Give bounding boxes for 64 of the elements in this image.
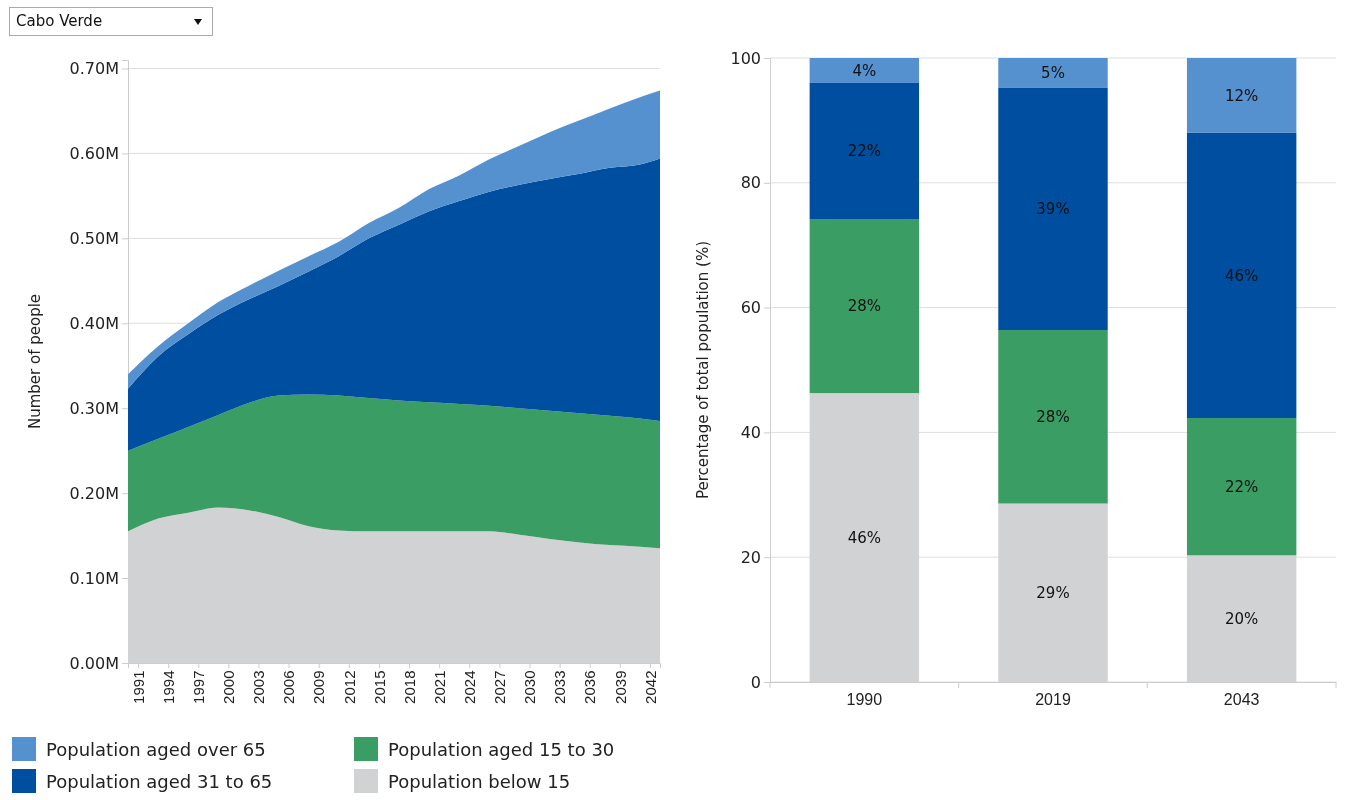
x-tick-label: 2015 (370, 670, 388, 704)
bar (998, 58, 1108, 88)
bar (1186, 418, 1297, 556)
x-tick-label: 2012 (340, 670, 358, 704)
y-tick-label: 0.10M (69, 568, 119, 588)
x-tick-label: 1991 (129, 670, 147, 704)
x-tick-label: 2033 (551, 670, 569, 704)
y-tick-label: 40 (740, 423, 761, 443)
legend-label: Population aged 31 to 65 (46, 770, 273, 792)
legend-label: Population aged 15 to 30 (388, 738, 615, 760)
bar (998, 330, 1108, 504)
x-tick-label: 2030 (521, 670, 539, 704)
bar (998, 87, 1108, 331)
x-tick-label: 2043 (1223, 691, 1260, 709)
y-tick-label: 80 (740, 173, 761, 193)
chart-title: Cabo Verde (16, 12, 103, 30)
y-tick-label: 0.60M (69, 144, 119, 164)
bar (809, 82, 920, 219)
dropdown: Cabo Verde (9, 7, 213, 36)
bar (1186, 132, 1297, 419)
x-tick-label: 2006 (280, 670, 298, 704)
y-tick-label: 0.50M (69, 228, 119, 248)
bar (809, 58, 920, 83)
data-label: 12% (1224, 86, 1259, 105)
data-label: 46% (1224, 266, 1259, 285)
y-tick-label: 0.70M (69, 59, 119, 79)
x-tick-label: 1997 (190, 670, 208, 704)
y-tick-label: 0.30M (69, 398, 119, 418)
x-tick-label: 2000 (220, 670, 238, 704)
x-tick-label: 2039 (611, 670, 629, 704)
x-tick-label: 2019 (1035, 691, 1071, 709)
x-tick-label: 2018 (400, 670, 418, 704)
x-tick-label: 2036 (581, 670, 599, 704)
data-label: 28% (847, 297, 882, 316)
x-tick-label: 2003 (250, 670, 268, 704)
x-tick-label: 2042 (641, 670, 659, 704)
y-tick-label: 0.00M (69, 653, 119, 673)
y-tick-label: 0.20M (69, 483, 119, 503)
x-tick-label: 2009 (310, 670, 328, 704)
x-tick-label: 2027 (491, 670, 509, 704)
data-label: 39% (1036, 200, 1070, 219)
y-axis-title: Number of people (26, 293, 44, 430)
y-tick-label: 20 (740, 547, 761, 567)
data-label: 22% (847, 142, 882, 161)
y-tick-label: 0.40M (69, 313, 119, 333)
y-axis-title: Percentage of total population (%) (694, 241, 712, 499)
y-tick-label: 0 (750, 672, 761, 692)
legend-label: Population below 15 (388, 770, 571, 792)
data-label: 29% (1036, 584, 1070, 603)
legend-label: Population aged over 65 (46, 738, 266, 760)
bar (1186, 58, 1297, 133)
y-tick-label: 60 (740, 298, 761, 318)
x-tick-label: 2021 (430, 670, 448, 704)
x-tick-label: 1990 (846, 691, 883, 709)
x-tick-label: 2024 (461, 670, 479, 704)
data-label: 46% (847, 528, 882, 547)
data-label: 28% (1036, 408, 1070, 427)
data-label: 5% (1041, 64, 1065, 83)
y-tick-label: 100 (730, 48, 761, 68)
data-label: 4% (852, 61, 877, 80)
data-label: 22% (1224, 477, 1259, 496)
data-label: 20% (1224, 609, 1259, 628)
x-tick-label: 1994 (159, 670, 177, 704)
bar (809, 218, 920, 394)
